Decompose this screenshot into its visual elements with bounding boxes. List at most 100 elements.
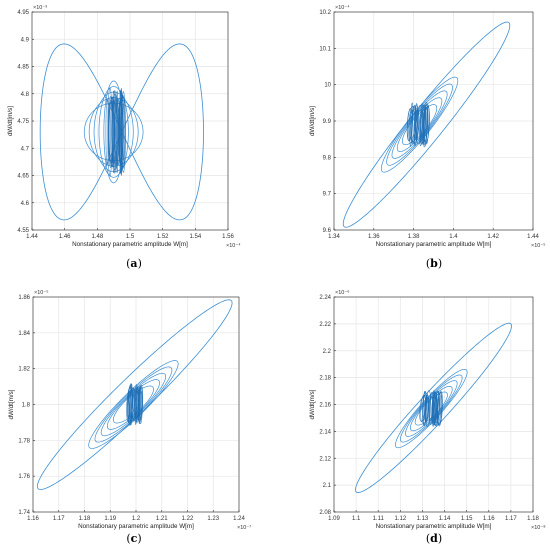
x-tick-label: 1.19 [104,516,116,522]
y-tick-label: 4.8 [21,92,30,98]
y-tick-label: 9.7 [323,192,332,198]
panel-caption: (d) [426,532,442,545]
dense-orbit [126,386,133,423]
axes-frame [32,296,240,513]
y-tick-label: 1.84 [18,331,30,337]
caption-letter: c [131,532,138,545]
y-tick-label: 4.95 [17,10,29,16]
chart-panel-b: 1.34 1.36 1.38 1.4 1.42 1.44 9.6 9.7 9.8 9.9 10 10.… [309,4,546,270]
y-exponent-label: ×10⁻³ [33,5,47,11]
x-tick-label: 1.15 [461,516,473,522]
y-tick-label: 10.2 [319,10,331,16]
y-tick-label: 9.8 [323,155,332,161]
y-tick-label: 1.76 [18,474,30,480]
y-tick-label: 4.65 [17,174,29,180]
dense-orbit [112,93,118,171]
x-tick-label: 1.5 [126,234,135,240]
x-tick-label: 1.24 [233,516,245,522]
intermediate-loop [103,80,124,184]
y-tick-label: 2.12 [319,456,331,462]
y-tick-label: 1.82 [18,367,30,373]
intermediate-loop [391,90,448,159]
caption-close: ) [138,257,142,270]
caption-letter: a [130,257,137,270]
y-tick-label: 4.55 [17,228,29,234]
y-axis-label: dW/dt[m/s] [309,389,316,419]
caption-letter: d [430,532,438,545]
dense-orbit [428,396,434,421]
y-exponent-label: ×10⁻⁴ [335,4,350,11]
y-tick-label: 9.9 [323,119,332,125]
dense-orbit [422,391,427,426]
x-tick-label: 1.44 [527,234,539,240]
x-axis-label: Nonstationary parametric amplitude W[m] [78,523,194,530]
x-tick-label: 1.34 [328,234,340,240]
x-tick-label: 1.4 [449,234,458,240]
dense-orbit [415,110,420,140]
x-tick-label: 1.18 [527,516,539,522]
x-tick-label: 1.16 [483,516,495,522]
panel-caption: (a) [126,257,142,270]
intermediate-loop [100,372,167,437]
dense-orbit [425,396,429,421]
y-tick-label: 2.24 [319,295,331,301]
x-tick-label: 1.16 [27,516,39,522]
outer-trajectory [342,21,511,228]
x-tick-label: 1.12 [394,516,406,522]
intermediate-loop [405,380,458,437]
y-axis-label: dW/dt[m/s] [309,106,316,136]
x-axis-label: Nonstationary parametric amplitude W[m] [376,241,492,248]
y-tick-label: 4.85 [17,65,29,71]
dense-orbit [108,101,114,163]
caption-close: ) [438,257,442,270]
y-axis-label: dW/dt[m/s] [8,389,15,419]
y-tick-label: 1.74 [18,510,30,516]
dense-orbit [406,107,413,142]
chart-panel-a: 1.44 1.46 1.48 1.5 1.52 1.54 1.56 4.55 4.6 4.65 4.… [7,5,241,270]
x-tick-label: 1.13 [417,516,429,522]
x-tick-label: 1.22 [182,516,194,522]
chart-panel-d: 1.09 1.1 1.11 1.12 1.13 1.14 1.15 1.16 1.17 1.18 2… [309,289,546,545]
caption-letter: b [430,257,438,270]
dense-orbit [120,91,126,173]
x-tick-label: 1.44 [26,234,38,240]
y-axis-label: dW/dt[m/s] [7,106,14,136]
caption-open: ( [126,532,130,545]
caption-open: ( [426,532,430,545]
dense-orbit [114,95,119,169]
dense-orbit [127,384,133,425]
intermediate-loop [386,83,453,166]
x-tick-label: 1.46 [59,234,71,240]
dense-orbit [107,87,113,177]
y-exponent-label: ×10⁻⁶ [335,289,350,296]
dense-orbit [431,392,438,425]
x-tick-label: 1.18 [79,516,91,522]
x-tick-label: 1.14 [439,516,451,522]
dense-orbit [138,384,142,425]
intermediate-loop [88,360,179,449]
panel-caption: (c) [126,532,141,545]
x-tick-label: 1.21 [156,516,168,522]
outer-trajectory [36,299,233,490]
x-axis-label: Nonstationary parametric amplitude W[m] [72,241,188,248]
dense-orbit [413,110,420,139]
axes-frame [31,11,229,231]
x-tick-label: 1.36 [368,234,380,240]
x-tick-label: 1.11 [373,516,385,522]
y-exponent-label: ×10⁻⁵ [34,289,49,296]
x-exponent-label: ×10⁻⁷ [237,524,251,531]
y-tick-label: 4.7 [21,146,30,152]
y-tick-label: 2.08 [319,510,331,516]
x-tick-label: 1.09 [328,516,340,522]
axes-frame [333,11,534,231]
intermediate-loop [395,368,468,449]
dense-orbit [428,392,434,426]
intermediate-loop [94,366,173,443]
axes-frame [333,296,534,513]
dense-orbit [137,386,144,423]
x-tick-label: 1.17 [505,516,517,522]
y-tick-label: 4.6 [21,201,30,207]
caption-open: ( [426,257,430,270]
caption-close: ) [438,532,442,545]
